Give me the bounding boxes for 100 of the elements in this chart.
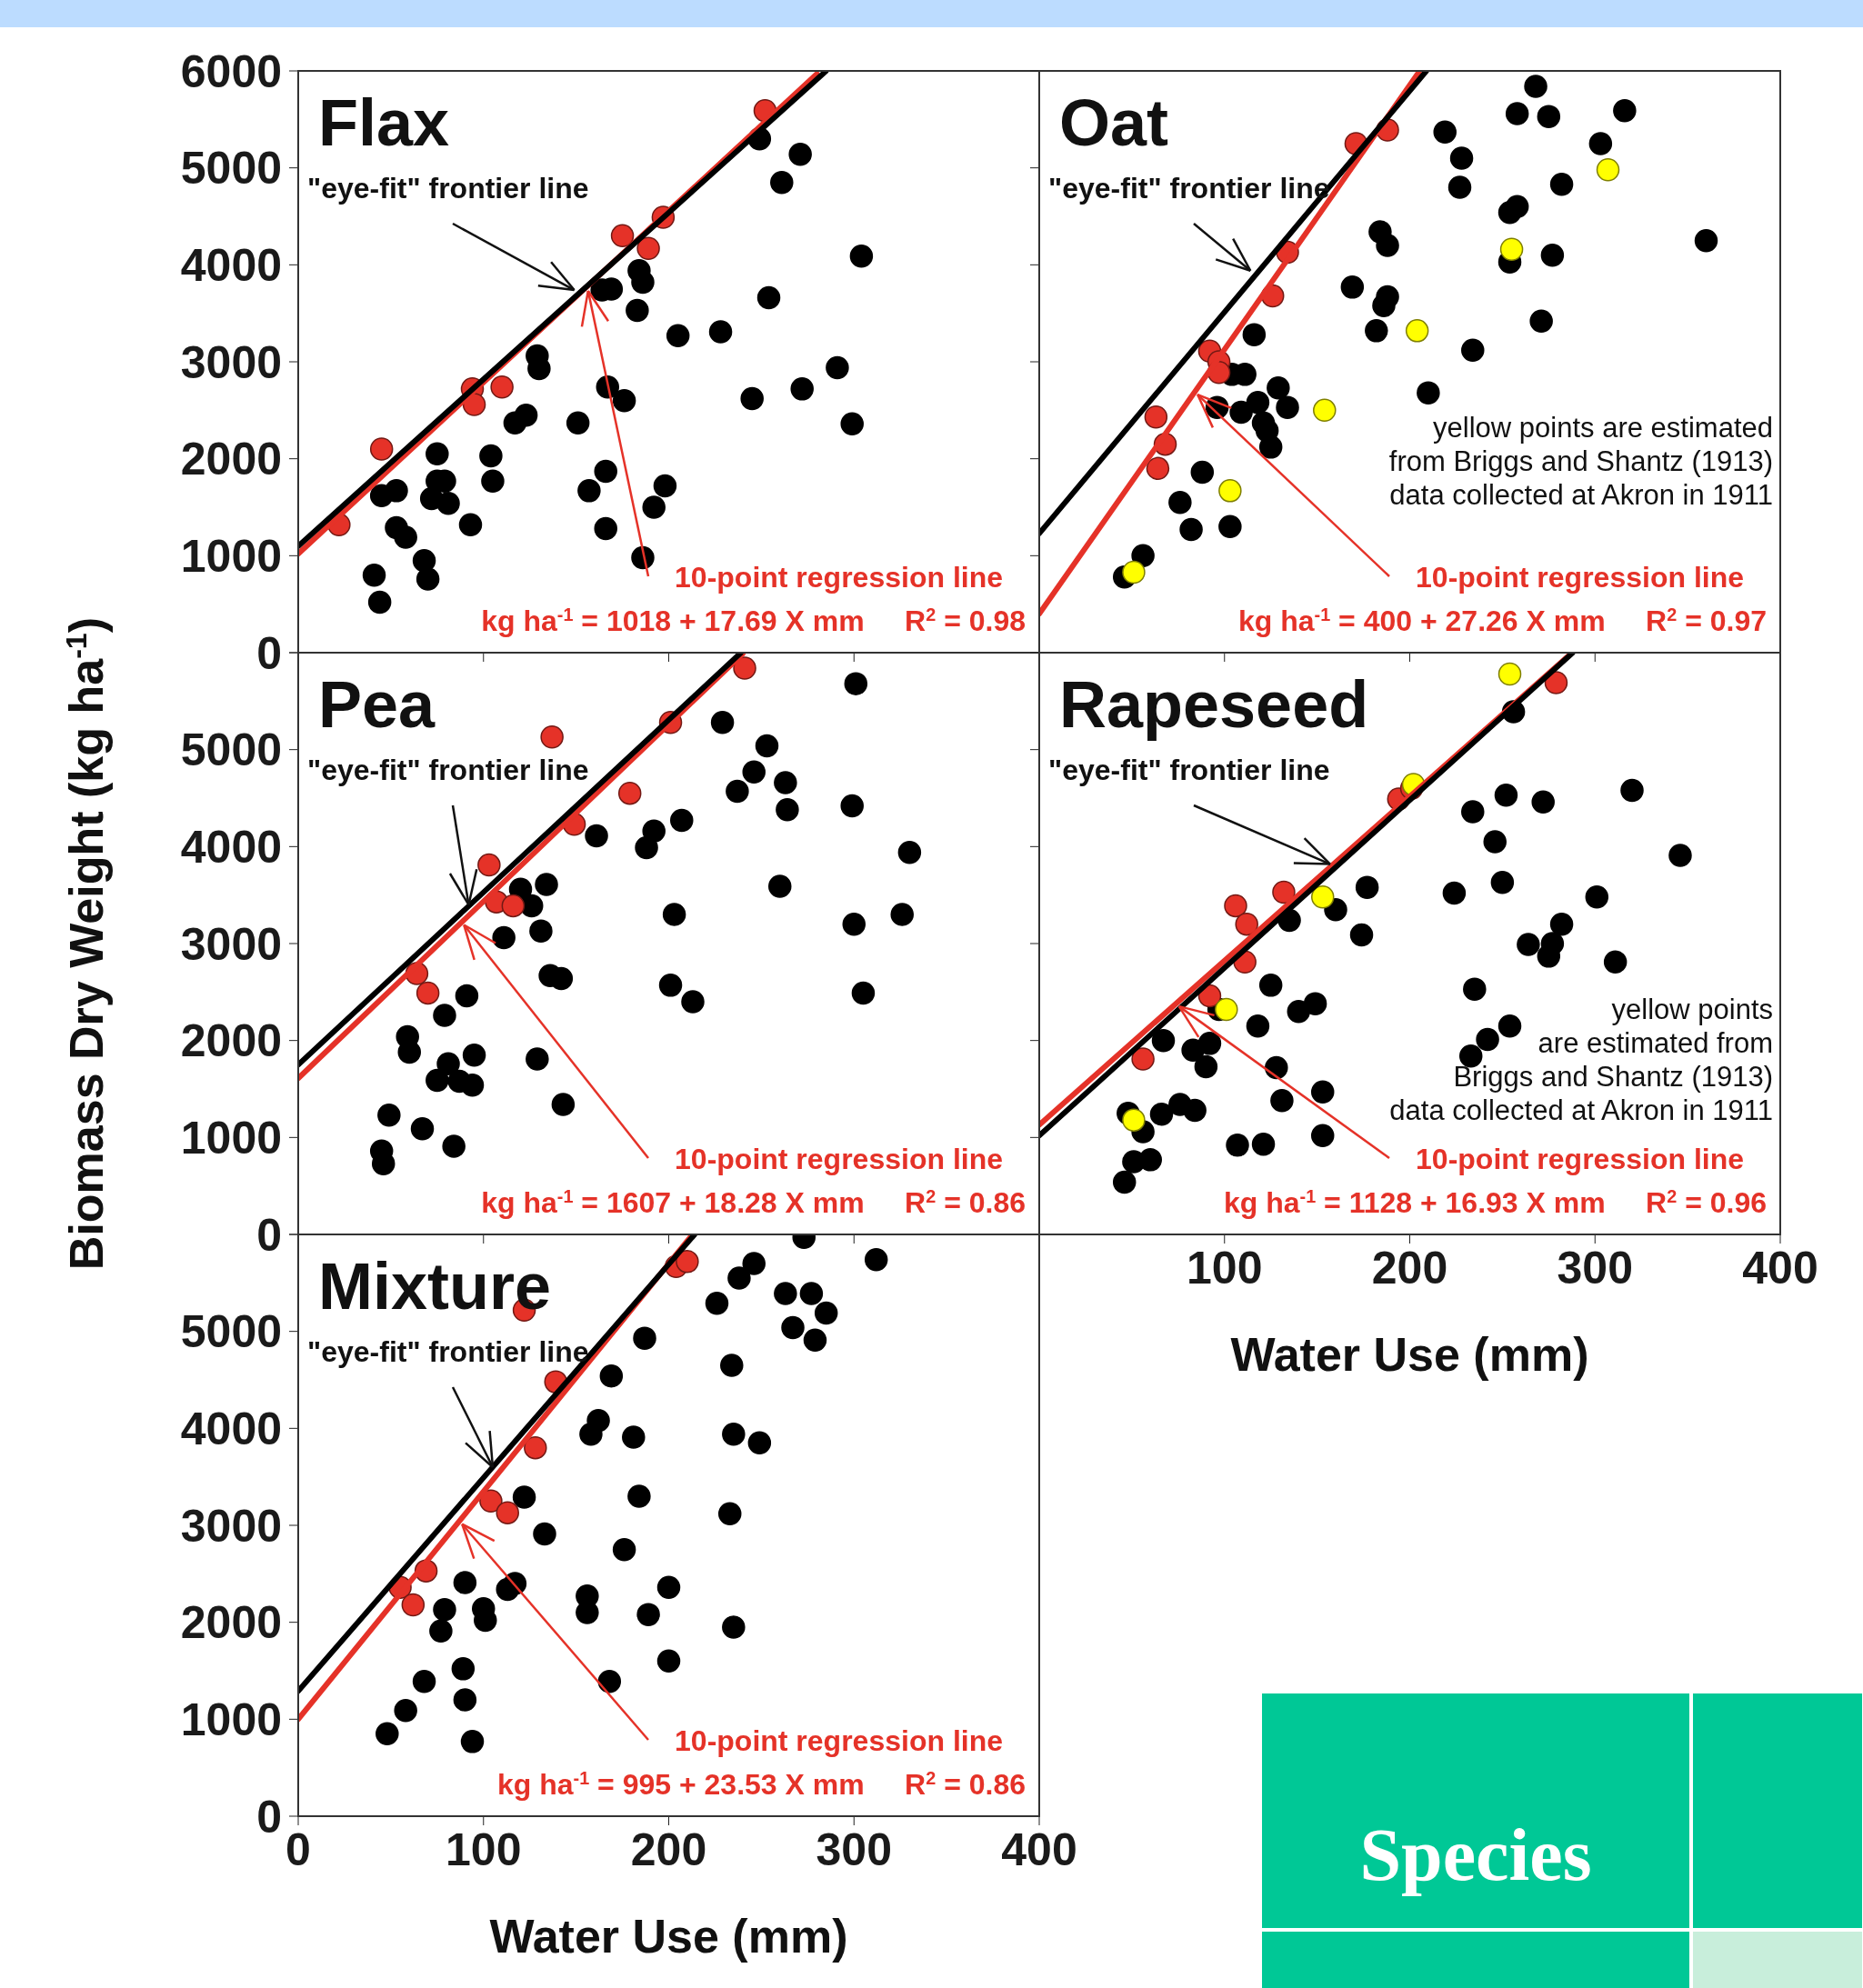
y-tick-label: 4000: [180, 1404, 282, 1455]
point: [1544, 671, 1568, 694]
point: [1505, 102, 1529, 125]
point: [1668, 844, 1692, 867]
point: [585, 824, 608, 848]
point: [740, 386, 764, 411]
point: [790, 377, 814, 401]
x-tick-label: 100: [1187, 1242, 1263, 1294]
point: [705, 1291, 729, 1315]
y-tick-label: 1000: [180, 1113, 282, 1164]
point: [410, 1116, 435, 1141]
point: [851, 981, 876, 1005]
point: [1537, 944, 1561, 968]
point: [1226, 1134, 1249, 1157]
point: [433, 1598, 456, 1622]
point: [656, 1649, 681, 1673]
point: [803, 1328, 827, 1353]
y-tick-label: 4000: [180, 240, 282, 292]
annotation: 10-point regression line: [1416, 561, 1744, 594]
point: [727, 1266, 751, 1290]
chart-title: Rapeseed: [1059, 668, 1369, 741]
annotation: "eye-fit" frontier line: [307, 754, 589, 786]
point: [826, 355, 849, 380]
chart-title: Oat: [1059, 86, 1169, 159]
point: [376, 1722, 399, 1746]
point: [597, 1669, 622, 1693]
point: [1461, 800, 1485, 824]
annotation: 10-point regression line: [675, 1143, 1003, 1175]
point: [617, 781, 642, 805]
point: [1613, 98, 1637, 123]
point: [492, 925, 516, 950]
point: [1585, 885, 1609, 909]
point: [594, 459, 617, 484]
point: [1694, 228, 1718, 253]
x-tick-label: 300: [1557, 1242, 1633, 1294]
point: [1497, 1014, 1522, 1038]
point: [460, 1730, 485, 1753]
point: [453, 1688, 477, 1712]
point: [656, 1575, 681, 1600]
point: [1494, 784, 1518, 807]
point: [1242, 323, 1267, 346]
point: [529, 919, 553, 943]
point: [1122, 560, 1146, 584]
annotation: "eye-fit" frontier line: [1048, 172, 1330, 205]
point: [369, 437, 394, 461]
point: [1146, 456, 1170, 481]
x-tick-label: 200: [630, 1823, 707, 1875]
point: [1313, 398, 1337, 423]
annotation: "eye-fit" frontier line: [307, 172, 589, 205]
annotation: 10-point regression line: [1416, 1143, 1744, 1175]
point: [429, 1619, 453, 1643]
point: [1596, 158, 1620, 182]
point: [512, 1485, 536, 1509]
point: [496, 1501, 519, 1524]
point: [756, 285, 781, 310]
point: [1310, 1080, 1335, 1104]
point: [1517, 933, 1540, 956]
point: [1310, 1124, 1335, 1147]
point: [1365, 319, 1388, 343]
point: [1417, 381, 1440, 405]
point: [1131, 544, 1155, 568]
point: [1340, 275, 1365, 299]
point: [460, 1073, 485, 1097]
point: [1483, 830, 1507, 854]
point: [1524, 75, 1547, 98]
point: [1442, 881, 1467, 905]
point: [1349, 923, 1374, 947]
annotation: 10-point regression line: [675, 561, 1003, 594]
point: [710, 711, 735, 734]
point: [1376, 234, 1399, 257]
point: [755, 734, 779, 758]
point: [1258, 974, 1283, 997]
y-tick-label: 3000: [180, 336, 282, 388]
point: [799, 1282, 824, 1305]
point: [579, 1422, 603, 1446]
annotation: kg ha$^{-1}$ = 1128 + 16.93 X mm R$^{2}$ = 0.96: [1223, 1186, 1767, 1219]
point: [774, 1282, 797, 1305]
point: [599, 1364, 624, 1388]
point: [577, 479, 601, 503]
point: [566, 411, 590, 435]
point: [631, 270, 655, 295]
point: [1497, 662, 1522, 686]
point: [1218, 479, 1242, 503]
point: [436, 491, 460, 515]
y-tick-label: 0: [256, 1791, 282, 1843]
point: [1229, 400, 1253, 425]
y-tick-label: 3000: [180, 918, 282, 970]
chart-title: Mixture: [318, 1250, 552, 1323]
point: [666, 324, 690, 347]
point: [496, 1577, 519, 1602]
point: [612, 388, 636, 413]
point: [720, 1354, 744, 1377]
x-tick-label: 300: [816, 1823, 892, 1875]
point: [1276, 395, 1299, 419]
point: [708, 320, 733, 344]
point: [681, 990, 705, 1014]
point: [1112, 1170, 1137, 1194]
point: [490, 375, 514, 399]
point: [653, 474, 677, 498]
point: [742, 760, 766, 784]
